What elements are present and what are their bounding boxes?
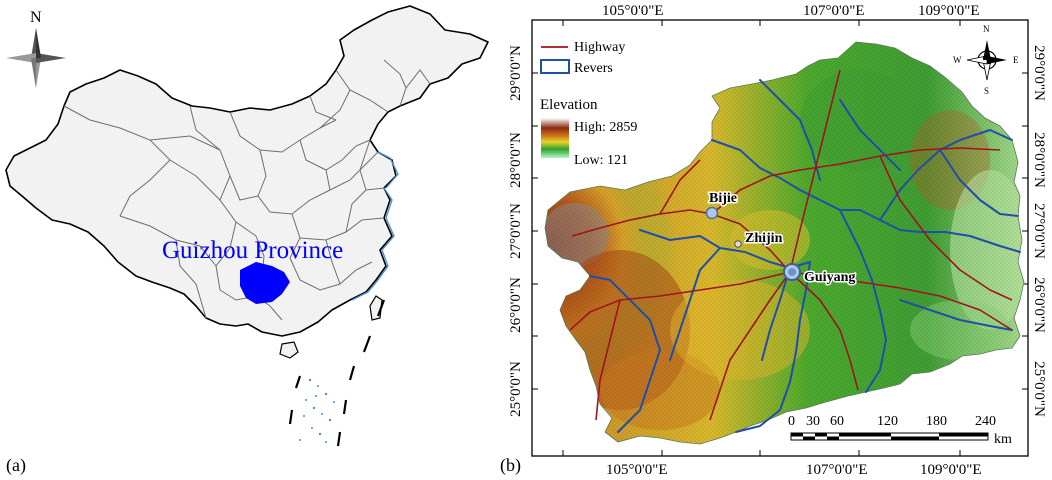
scale-tick-30: 30	[806, 414, 820, 429]
compass-icon	[966, 40, 1007, 81]
zhijin-marker	[734, 240, 742, 248]
bottom-lon-107: 107°0'0"E	[806, 462, 868, 478]
scale-tick-60: 60	[830, 414, 844, 429]
left-lat-25: 25°0'0"N	[508, 361, 524, 417]
panel-a: N Guizhou Province (a)	[5, 5, 489, 476]
city-markers	[705, 206, 801, 281]
left-lat-26: 26°0'0"N	[508, 277, 524, 333]
frame-ticks	[532, 20, 1028, 456]
coastline-north	[377, 151, 399, 189]
bottom-lon-109: 109°0'0"E	[920, 462, 982, 478]
rivers-legend-swatch	[540, 59, 570, 74]
right-lat-28: 28°0'0"N	[1031, 132, 1047, 188]
left-lat-27: 27°0'0"N	[508, 203, 524, 259]
bottom-longitude-labels: 105°0'0"E 107°0'0"E 109°0'0"E	[606, 462, 982, 478]
scale-tick-180: 180	[926, 414, 947, 429]
map-legend: Highway Revers Elevation High: 2859 Low:…	[540, 40, 637, 168]
right-lat-26: 26°0'0"N	[1031, 277, 1047, 333]
elevation-ramp	[541, 118, 569, 158]
left-lat-29: 29°0'0"N	[508, 45, 524, 101]
top-lon-109: 109°0'0"E	[918, 3, 980, 19]
nine-dash-line	[288, 299, 386, 447]
scale-tick-0: 0	[788, 414, 795, 429]
north-label: N	[30, 9, 42, 26]
scale-bar-labels: 0 30 60 120 180 240 km	[788, 414, 1012, 447]
compass-s-label: S	[984, 86, 989, 96]
highway-legend-label: Highway	[574, 40, 625, 55]
scale-tick-120: 120	[877, 414, 898, 429]
guizhou-province	[240, 262, 290, 304]
panel-b-label: (b)	[500, 455, 521, 476]
guiyang-marker-core	[788, 268, 796, 276]
top-longitude-labels: 105°0'0"E 107°0'0"E 109°0'0"E	[602, 3, 980, 19]
city-label-guiyang: Guiyang	[804, 270, 855, 285]
elevation-low-label: Low: 121	[574, 153, 628, 168]
rivers-legend-label: Revers	[574, 61, 613, 76]
right-lat-27: 27°0'0"N	[1031, 203, 1047, 259]
rivers	[589, 79, 1021, 433]
north-arrow-icon	[6, 28, 66, 88]
highways	[569, 69, 1013, 421]
guizhou-province-label: Guizhou Province	[162, 237, 343, 264]
city-labels: Bijie Zhijin Guiyang	[708, 190, 857, 287]
compass-w-label: W	[953, 55, 962, 65]
panel-a-label: (a)	[6, 455, 26, 476]
compass-e-label: E	[1013, 55, 1019, 65]
city-label-bijie: Bijie	[709, 191, 737, 206]
scale-bar	[790, 432, 989, 441]
left-lat-28: 28°0'0"N	[508, 132, 524, 188]
compass-n-label: N	[983, 24, 990, 34]
right-lat-29: 29°0'0"N	[1031, 45, 1047, 101]
south-china-sea-islands	[299, 378, 335, 443]
elevation-legend-title: Elevation	[540, 97, 598, 113]
panel-b: Bijie Zhijin Guiyang Highway Revers Elev…	[500, 3, 1047, 478]
top-lon-105: 105°0'0"E	[602, 3, 664, 19]
china-outline	[5, 5, 489, 337]
bijie-marker	[705, 206, 719, 220]
bottom-lon-105: 105°0'0"E	[606, 462, 668, 478]
left-latitude-labels: 29°0'0"N 28°0'0"N 27°0'0"N 26°0'0"N 25°0…	[508, 45, 524, 417]
city-label-zhijin: Zhijin	[745, 231, 783, 246]
hainan-island	[279, 341, 299, 359]
top-lon-107: 107°0'0"E	[803, 3, 865, 19]
right-latitude-labels: 29°0'0"N 28°0'0"N 27°0'0"N 26°0'0"N 25°0…	[1031, 45, 1047, 417]
right-lat-25: 25°0'0"N	[1031, 361, 1047, 417]
coastline	[351, 187, 395, 301]
province-borders	[63, 59, 431, 321]
elevation-high-label: High: 2859	[574, 120, 637, 135]
scale-tick-240: 240	[975, 414, 996, 429]
scale-unit-label: km	[994, 432, 1012, 447]
